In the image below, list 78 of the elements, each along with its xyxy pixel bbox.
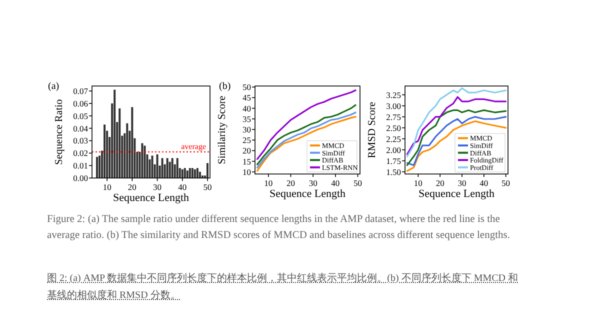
y-tick-label: 20	[242, 146, 251, 156]
bar	[176, 158, 178, 178]
y-axis-title: Similarity Score	[217, 95, 228, 164]
bar	[168, 162, 171, 178]
y-tick-label: 2.00	[386, 144, 401, 155]
bar	[156, 154, 158, 178]
x-tick-label: 50	[354, 178, 362, 188]
x-tick-label: 30	[153, 182, 162, 192]
y-tick-label: 15	[242, 156, 251, 166]
caption: Figure 2: (a) The sample ratio under different sequence lengths in the AMP dataset, where the red line is the average ratio. (b) The similarity and RMSD scores of MMCD and baselines across different sequence lengths.	[47, 213, 511, 243]
bar	[118, 108, 121, 178]
x-axis-title: Sequence Length	[418, 188, 496, 200]
line-series	[406, 96, 507, 155]
y-tick-label: 25	[242, 135, 251, 146]
y-tick-label: 3.25	[386, 90, 401, 100]
bar	[126, 123, 128, 178]
y-tick-label: 2.50	[386, 122, 401, 133]
bar	[166, 158, 168, 178]
bar	[186, 170, 188, 178]
caption: 图 2: (a) AMP 数据集中不同序列长度下的样本比例，其中红线表示平均比例。(b) 不同序列长度下 MMCD 和基线的相似度和 RMSD 分数。	[47, 272, 520, 303]
x-tick-label: 20	[436, 178, 444, 188]
y-tick-label: 0.04	[73, 123, 89, 134]
x-axis-title: Sequence Length	[269, 188, 346, 200]
y-tick-label: 0.03	[73, 136, 88, 146]
x-tick-label: 40	[331, 178, 340, 188]
y-tick-label: 2.75	[386, 112, 401, 122]
y-tick-label: 1.75	[386, 156, 401, 166]
x-tick-label: 10	[414, 178, 422, 188]
bar	[151, 156, 154, 178]
bar	[196, 168, 198, 178]
line-series	[406, 87, 507, 158]
line-series	[406, 120, 507, 172]
bar	[144, 146, 146, 178]
bar	[181, 169, 184, 178]
y-tick-label: 0.05	[73, 110, 88, 121]
bar	[191, 168, 194, 178]
y-tick-label: 0.07	[73, 86, 88, 96]
x-tick-label: 30	[458, 178, 466, 188]
y-tick-label: 30	[242, 124, 251, 134]
x-tick-label: 40	[480, 178, 488, 188]
x-tick-label: 20	[128, 182, 136, 192]
x-axis-title: Sequence Length	[112, 192, 190, 204]
y-axis-title: RMSD Score	[367, 102, 378, 158]
bar	[131, 107, 134, 178]
y-axis-title: Sequence Ratio	[54, 99, 65, 165]
ref-line-label: average	[181, 142, 206, 151]
x-tick-label: 20	[286, 178, 295, 188]
bar	[194, 169, 196, 178]
x-tick-label: 50	[502, 178, 510, 188]
y-tick-label: 45	[242, 92, 251, 103]
y-tick-label: 35	[242, 114, 251, 124]
y-tick-label: 1.50	[386, 166, 401, 177]
y-tick-label: 40	[242, 103, 251, 114]
y-tick-label: 0.00	[73, 173, 88, 183]
bar	[96, 156, 98, 178]
line-series	[256, 104, 356, 166]
y-tick-label: 0.02	[73, 148, 88, 158]
x-tick-label: 40	[178, 182, 187, 192]
bar	[161, 158, 164, 178]
x-tick-label: 10	[102, 182, 112, 192]
y-tick-label: 0.06	[73, 98, 88, 108]
y-tick-label: 50	[242, 82, 251, 92]
x-tick-label: 30	[308, 178, 318, 188]
text: (b)	[219, 81, 231, 92]
bar	[104, 124, 106, 178]
x-tick-label: 50	[203, 182, 212, 192]
y-tick-label: 10	[242, 166, 251, 177]
y-tick-label: 2.25	[386, 134, 401, 144]
bar	[206, 163, 208, 178]
bar	[188, 168, 191, 178]
bar	[141, 143, 144, 178]
bar	[171, 158, 174, 178]
y-tick-label: 0.01	[73, 160, 88, 171]
text: (a)	[48, 81, 60, 92]
bar	[184, 168, 186, 178]
bar	[114, 90, 116, 178]
y-tick-label: 3.00	[386, 100, 401, 111]
x-tick-label: 10	[264, 178, 273, 188]
